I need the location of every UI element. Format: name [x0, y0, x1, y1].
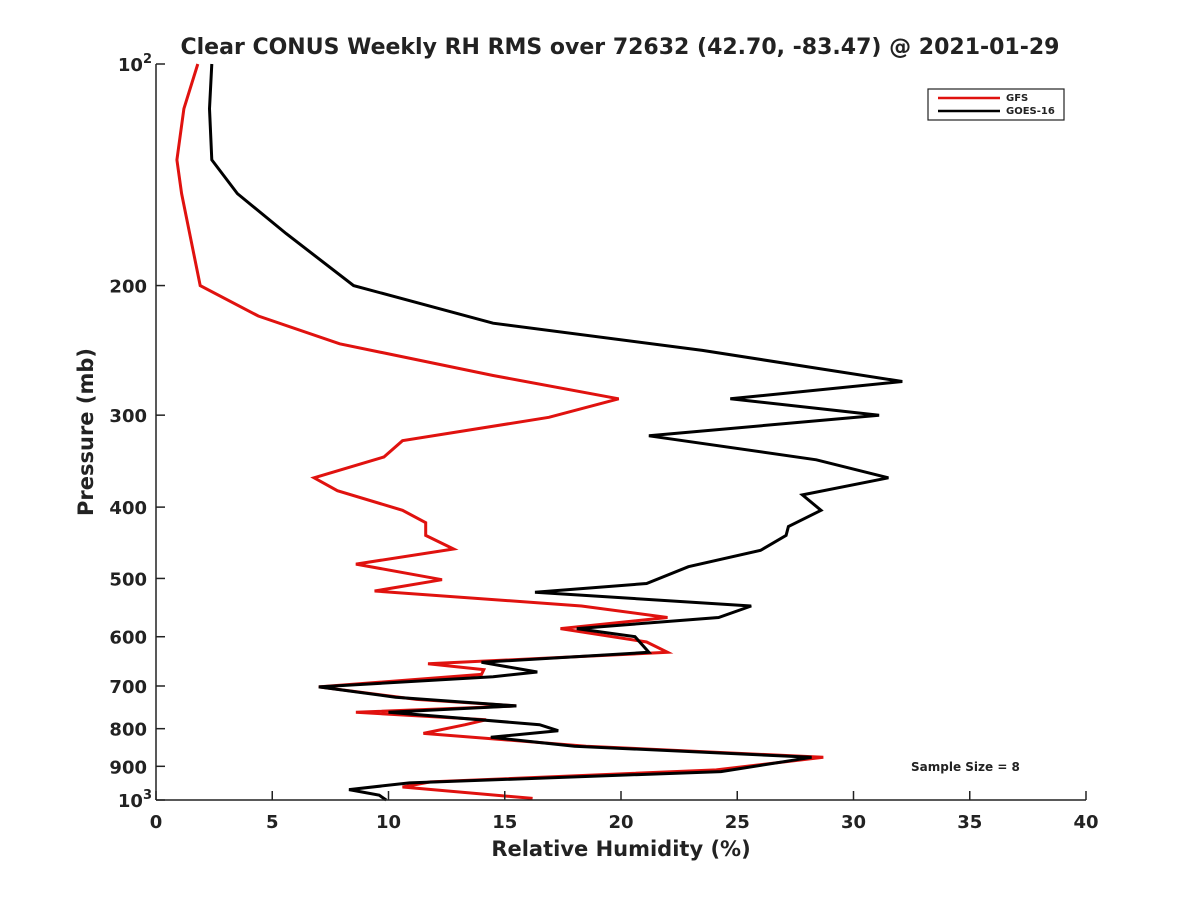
y-tick-label: 103 [118, 788, 152, 812]
x-tick-label: 40 [1073, 812, 1098, 833]
y-axis-label: Pressure (mb) [74, 348, 98, 516]
y-tick-label: 102 [118, 52, 152, 76]
plot-lines [175, 63, 903, 802]
y-tick-label: 800 [109, 720, 147, 741]
x-tick-label: 15 [492, 812, 517, 833]
x-tick-label: 0 [150, 812, 163, 833]
x-tick-label: 5 [266, 812, 279, 833]
y-tick-label: 200 [109, 277, 147, 298]
legend: GFS GOES-16 [927, 88, 1065, 121]
series-line-gfs [175, 63, 824, 800]
legend-box [927, 88, 1065, 121]
legend-label-goes16: GOES-16 [1006, 106, 1055, 117]
y-tick-label: 600 [109, 628, 147, 649]
y-tick-label: 500 [109, 569, 147, 590]
chart-title: Clear CONUS Weekly RH RMS over 72632 (42… [181, 35, 1060, 60]
sample-size-annotation: Sample Size = 8 [911, 760, 1020, 774]
y-tick-label: 300 [109, 406, 147, 427]
x-axis-label: Relative Humidity (%) [491, 837, 750, 861]
y-tick-label: 400 [109, 498, 147, 519]
series-line-goes16 [207, 63, 903, 802]
legend-label-gfs: GFS [1006, 93, 1028, 104]
x-tick-label: 10 [376, 812, 401, 833]
y-tick-label: 900 [109, 757, 147, 778]
x-tick-label: 20 [608, 812, 633, 833]
x-ticks: 0 5 10 15 20 25 30 35 40 [150, 791, 1099, 833]
y-tick-label: 700 [109, 677, 147, 698]
y-ticks: 102 200 300 400 500 600 700 800 900 103 [109, 52, 165, 812]
x-tick-label: 30 [841, 812, 866, 833]
x-tick-label: 25 [725, 812, 750, 833]
x-tick-label: 35 [957, 812, 982, 833]
